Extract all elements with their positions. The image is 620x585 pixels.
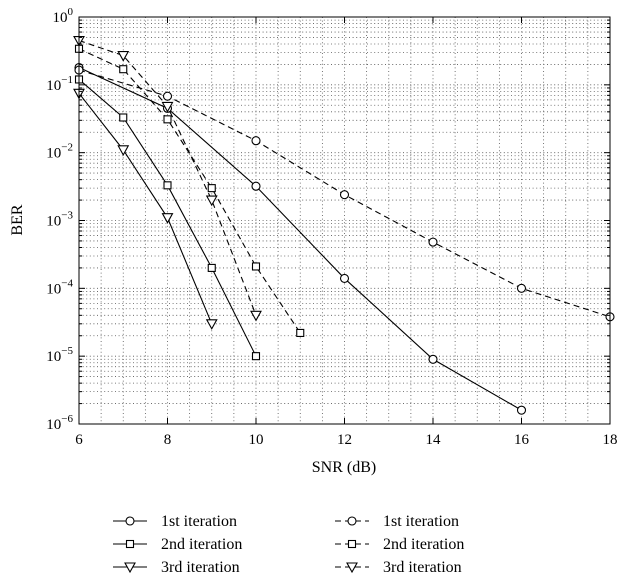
legend-marker-triangle-down [346, 562, 358, 574]
data-point-square [207, 263, 216, 272]
data-point-square [119, 65, 128, 74]
y-axis-label: BER [9, 204, 26, 235]
data-point-circle [162, 91, 173, 101]
grid [79, 17, 610, 424]
data-point-square [251, 352, 261, 361]
y-tick-label: 100 [53, 6, 74, 26]
x-tick-label: 6 [75, 432, 83, 448]
legend-label: 2nd iteration [161, 536, 242, 553]
data-point-circle [428, 237, 438, 247]
series-line [78, 48, 301, 334]
y-tick-label: 10−1 [46, 74, 73, 94]
x-tick-label: 18 [603, 432, 618, 448]
data-point-triangle-down [161, 101, 174, 113]
legend-item: 1st iteration [113, 513, 237, 530]
legend-marker-circle [347, 516, 357, 526]
legend-label: 1st iteration [383, 513, 459, 530]
legend-item: 1st iteration [335, 513, 459, 530]
y-tick-label: 10−3 [46, 210, 73, 230]
data-point-circle [339, 190, 350, 200]
x-tick-label: 8 [164, 432, 172, 448]
legend-label: 3rd iteration [383, 559, 462, 576]
legend-marker-square [347, 539, 357, 549]
data-point-square [207, 184, 216, 193]
data-point-square [296, 328, 305, 337]
x-tick-label: 10 [249, 432, 264, 448]
legend-item: 2nd iteration [335, 536, 464, 553]
series-dashed-2 [74, 44, 305, 337]
ticks [78, 17, 611, 424]
data-point-square [163, 181, 172, 190]
data-point-circle [251, 181, 261, 191]
x-tick-label: 16 [514, 432, 530, 448]
legend-label: 2nd iteration [383, 536, 464, 553]
legend-marker-square [125, 539, 135, 549]
y-tick-label: 10−6 [46, 413, 73, 433]
series-line [78, 67, 522, 411]
data-point-circle [251, 136, 261, 146]
legend: 1st iteration 2nd iteration 3rd iteration 1… [113, 513, 464, 576]
legend-marker-triangle-down [124, 562, 136, 574]
legend-item: 2nd iteration [113, 536, 242, 553]
data-point-circle [516, 405, 527, 415]
data-point-circle [339, 273, 350, 283]
data-point-square [119, 113, 128, 122]
x-tick-label: 12 [337, 432, 352, 448]
y-tick-label: 10−2 [46, 142, 73, 162]
legend-item: 3rd iteration [335, 559, 462, 576]
data-point-circle [516, 283, 527, 293]
series-solid-3 [73, 88, 218, 330]
data-point-triangle-down [250, 310, 262, 322]
y-tick-label: 10−4 [46, 277, 73, 297]
series-dashed-1 [74, 65, 615, 322]
series-dashed-3 [73, 35, 262, 322]
data-point-triangle-down [205, 195, 218, 207]
legend-marker-circle [125, 516, 135, 526]
series-solid-1 [74, 62, 527, 415]
data-point-triangle-down [205, 319, 218, 330]
data-point-triangle-down [161, 213, 174, 224]
data-point-square [163, 115, 172, 124]
data-point-square [251, 262, 261, 271]
data-point-triangle-down [117, 51, 130, 62]
legend-label: 1st iteration [161, 513, 237, 530]
tick-labels: 6 8 10 12 14 16 18 10−6 10−5 10−4 10−3 10−2 10−1 100 [46, 6, 617, 448]
x-tick-label: 14 [426, 432, 442, 448]
series-line [78, 40, 257, 316]
legend-item: 3rd iteration [113, 559, 240, 576]
x-axis-label: SNR (dB) [312, 459, 376, 476]
y-tick-label: 10−5 [46, 345, 73, 365]
legend-label: 3rd iteration [161, 559, 240, 576]
series-layer [73, 35, 615, 415]
data-point-circle [428, 354, 438, 364]
series-line [78, 92, 213, 325]
data-point-triangle-down [117, 145, 130, 156]
